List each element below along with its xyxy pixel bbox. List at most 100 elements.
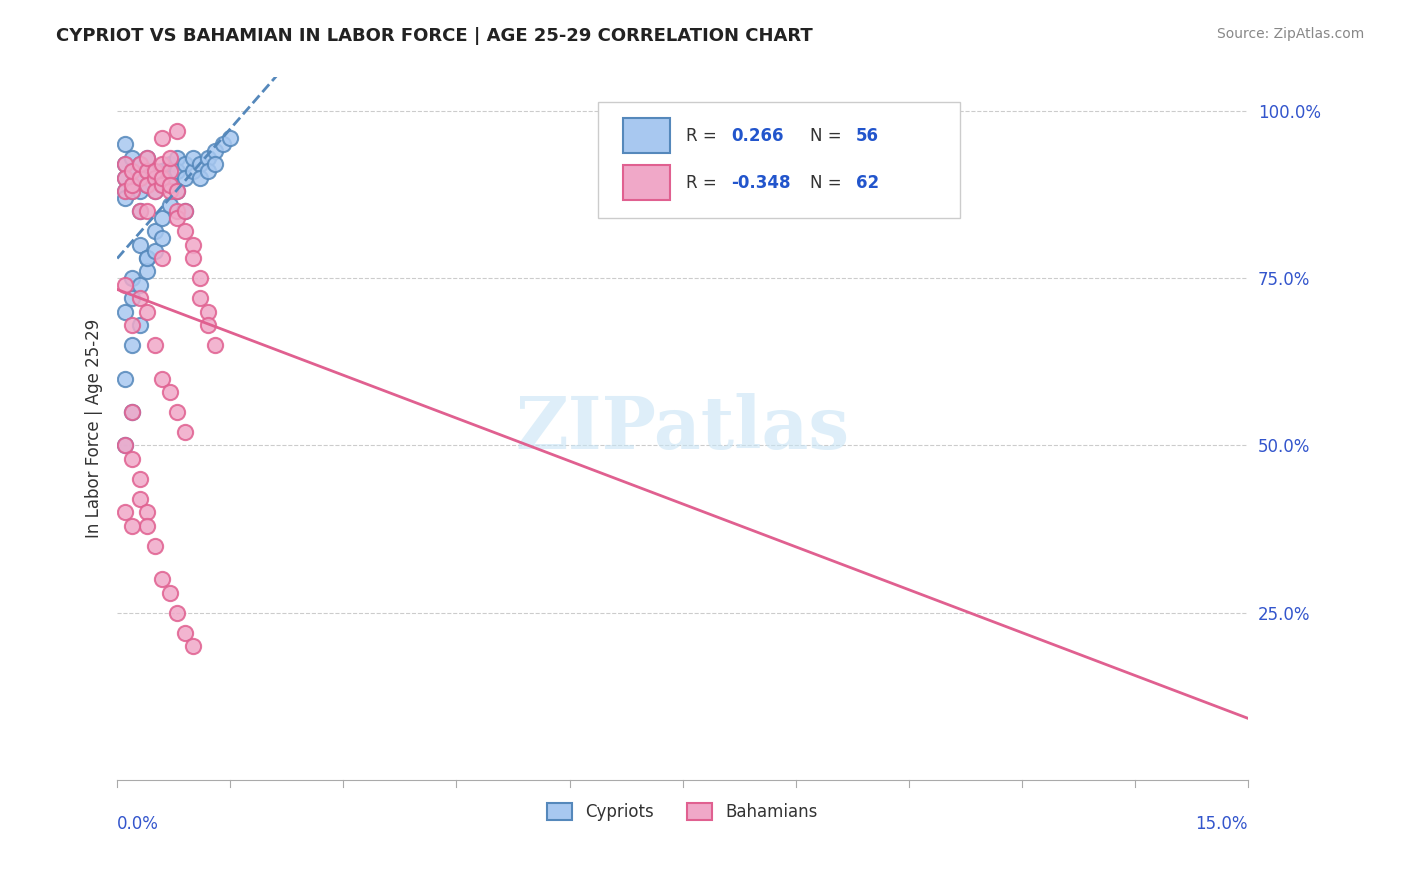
Point [159, 184, 181, 198]
Point [121, 151, 143, 165]
Point [128, 184, 150, 198]
Point [136, 178, 159, 192]
Point [181, 164, 204, 178]
Point [159, 170, 181, 185]
Point [181, 251, 204, 265]
Point [143, 224, 166, 238]
Bar [623, 119, 671, 153]
Point [114, 191, 136, 205]
Point [114, 438, 136, 452]
Point [159, 585, 181, 599]
Point [114, 157, 136, 171]
Text: 15.0%: 15.0% [1195, 815, 1249, 833]
Point [152, 371, 174, 385]
Point [128, 491, 150, 506]
Point [143, 170, 166, 185]
Text: CYPRIOT VS BAHAMIAN IN LABOR FORCE | AGE 25-29 CORRELATION CHART: CYPRIOT VS BAHAMIAN IN LABOR FORCE | AGE… [56, 27, 813, 45]
Point [128, 318, 150, 332]
Point [128, 204, 150, 219]
Point [114, 184, 136, 198]
Point [197, 318, 219, 332]
Y-axis label: In Labor Force | Age 25-29: In Labor Force | Age 25-29 [86, 319, 103, 539]
Point [136, 304, 159, 318]
Point [128, 170, 150, 185]
Point [197, 151, 219, 165]
Point [174, 425, 197, 439]
Point [136, 164, 159, 178]
Point [136, 251, 159, 265]
Point [114, 277, 136, 292]
Point [181, 639, 204, 653]
Point [159, 197, 181, 211]
Point [152, 572, 174, 586]
Point [152, 130, 174, 145]
Point [128, 277, 150, 292]
Point [211, 137, 233, 152]
Point [152, 170, 174, 185]
Point [159, 384, 181, 399]
Point [114, 157, 136, 171]
Point [114, 304, 136, 318]
Point [121, 451, 143, 466]
Point [188, 291, 211, 305]
Point [174, 224, 197, 238]
Point [204, 144, 226, 158]
Point [121, 338, 143, 352]
Point [188, 271, 211, 285]
Point [143, 244, 166, 259]
Point [128, 157, 150, 171]
Point [188, 157, 211, 171]
Point [121, 405, 143, 419]
Point [136, 264, 159, 278]
Point [174, 157, 197, 171]
Point [121, 178, 143, 192]
Point [128, 291, 150, 305]
Point [204, 157, 226, 171]
Text: 62: 62 [856, 174, 879, 192]
Point [114, 184, 136, 198]
Point [197, 304, 219, 318]
Point [128, 204, 150, 219]
Point [152, 251, 174, 265]
Text: ZIPatlas: ZIPatlas [516, 393, 849, 464]
Point [166, 606, 188, 620]
Point [114, 371, 136, 385]
Point [166, 211, 188, 225]
Point [114, 170, 136, 185]
Point [166, 164, 188, 178]
Text: 0.266: 0.266 [731, 127, 783, 145]
Point [166, 184, 188, 198]
Point [174, 204, 197, 219]
Point [128, 157, 150, 171]
Text: N =: N = [810, 174, 848, 192]
Point [143, 164, 166, 178]
Point [152, 178, 174, 192]
Point [152, 211, 174, 225]
Point [219, 130, 242, 145]
Point [128, 472, 150, 486]
Point [143, 184, 166, 198]
Point [114, 438, 136, 452]
Point [121, 291, 143, 305]
Point [159, 164, 181, 178]
Point [174, 170, 197, 185]
Point [136, 151, 159, 165]
Text: 56: 56 [856, 127, 879, 145]
Point [136, 151, 159, 165]
Point [114, 137, 136, 152]
Point [128, 237, 150, 252]
Point [159, 151, 181, 165]
Point [121, 518, 143, 533]
Text: R =: R = [686, 174, 721, 192]
Point [136, 204, 159, 219]
Point [128, 170, 150, 185]
Point [159, 157, 181, 171]
Point [204, 338, 226, 352]
Point [166, 405, 188, 419]
Legend: Cypriots, Bahamians: Cypriots, Bahamians [540, 797, 825, 828]
Point [166, 184, 188, 198]
FancyBboxPatch shape [598, 102, 960, 218]
Point [136, 251, 159, 265]
Bar [623, 165, 671, 201]
Point [121, 318, 143, 332]
